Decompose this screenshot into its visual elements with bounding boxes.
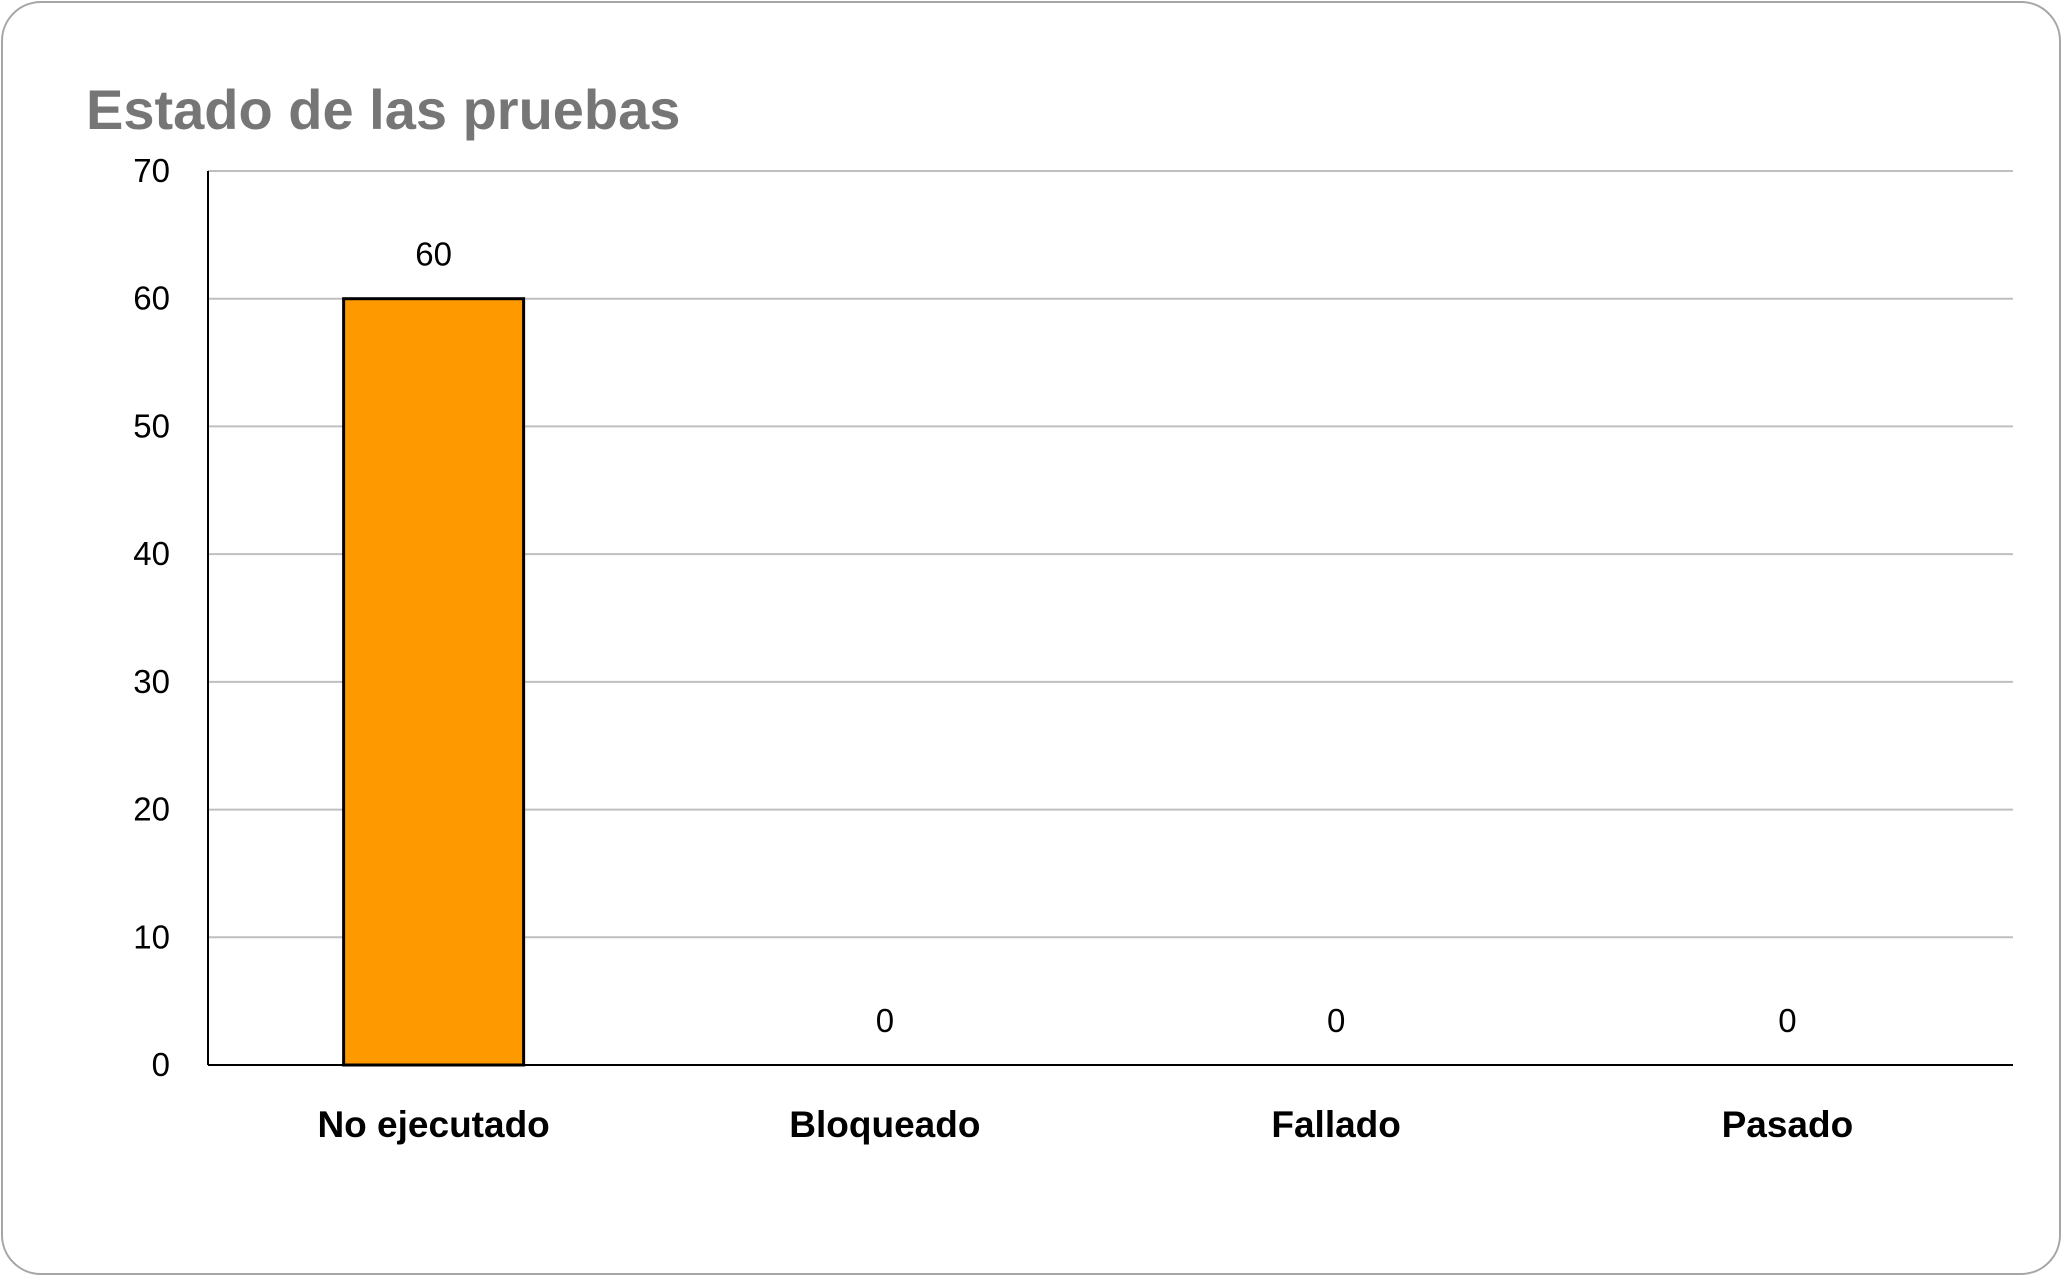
y-tick-label: 0: [152, 1046, 170, 1083]
x-category-label: Bloqueado: [789, 1104, 980, 1145]
x-category-label: No ejecutado: [317, 1104, 549, 1145]
data-label: 0: [876, 1002, 894, 1039]
bar: [342, 297, 526, 1067]
data-label: 0: [1327, 1002, 1345, 1039]
chart-title: Estado de las pruebas: [86, 78, 681, 141]
y-tick-label: 50: [133, 407, 170, 444]
x-category-label: Pasado: [1722, 1104, 1854, 1145]
y-tick-label: 40: [133, 535, 170, 572]
x-category-label: Fallado: [1271, 1104, 1401, 1145]
x-axis-categories: No ejecutado Bloqueado Fallado Pasado: [317, 1104, 1853, 1145]
y-tick-label: 70: [133, 152, 170, 189]
y-tick-label: 10: [133, 918, 170, 955]
y-axis-ticks: 0 10 20 30 40 50 60 70: [133, 152, 170, 1083]
y-tick-label: 60: [133, 280, 170, 317]
data-labels: 60 0 0 0: [415, 236, 1796, 1039]
data-label: 0: [1778, 1002, 1796, 1039]
bars: [342, 297, 526, 1067]
data-label: 60: [415, 236, 452, 273]
y-tick-label: 30: [133, 663, 170, 700]
y-tick-label: 20: [133, 791, 170, 828]
